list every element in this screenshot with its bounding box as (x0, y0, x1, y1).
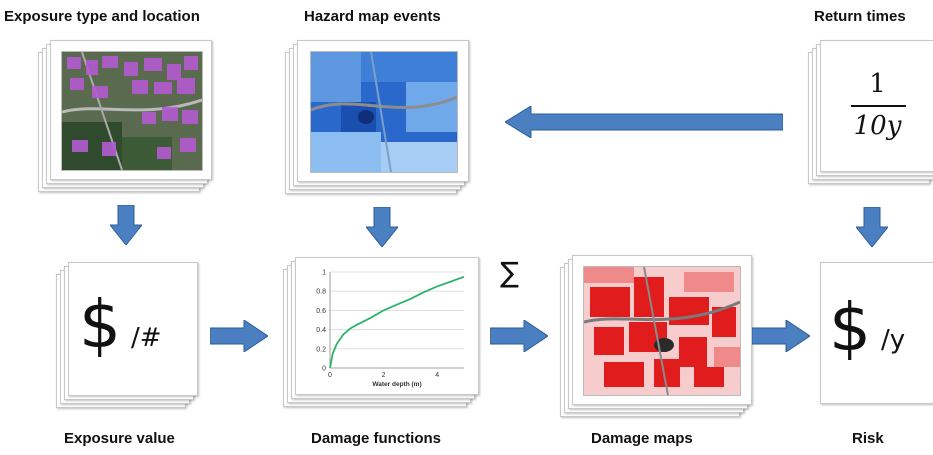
chart-y-tick-label: 0 (322, 366, 326, 373)
risk-dollar-symbol: $ (829, 289, 871, 366)
chart-y-tick-label: 1 (322, 270, 326, 277)
chart-y-tick-label: 0.8 (316, 289, 326, 296)
damage-maps-stack (560, 255, 752, 420)
fraction-bar (851, 105, 906, 107)
return-times-stack: 1 10y (808, 40, 933, 190)
sum-icon: ∑ (500, 256, 519, 289)
label-damage-functions: Damage functions (311, 430, 442, 447)
return-fraction-denominator: 10y (853, 111, 902, 141)
chart-y-tick-label: 0.2 (316, 346, 326, 353)
chart-x-tick-label: 4 (435, 372, 439, 379)
right-arrow-icon (210, 320, 268, 352)
hazard-flood-map (310, 51, 458, 173)
damage-map-image (583, 266, 741, 396)
exposure-map-stack (38, 40, 218, 200)
label-risk: Risk (852, 430, 884, 447)
down-arrow-icon (110, 205, 142, 245)
exposure-value-stack: $ /# (56, 262, 198, 412)
label-exposure-type: Exposure type and location (4, 8, 200, 25)
exposure-dollar-symbol: $ (79, 286, 121, 363)
label-hazard-events: Hazard map events (304, 8, 441, 25)
chart-series-line (329, 275, 465, 369)
risk-stack: $ /y (808, 262, 933, 412)
hazard-map-stack (285, 40, 475, 200)
right-arrow-icon (490, 320, 548, 352)
chart-y-tick-label: 0.6 (316, 308, 326, 315)
down-arrow-icon (366, 207, 398, 247)
chart-x-tick-label: 0 (328, 372, 332, 379)
label-return-times: Return times (814, 8, 906, 25)
left-arrow-icon (505, 106, 783, 138)
down-arrow-icon (856, 207, 888, 247)
return-fraction-numerator: 1 (869, 69, 886, 99)
chart-x-tick-label: 2 (382, 372, 386, 379)
risk-unit: /y (881, 325, 906, 355)
damage-functions-stack: 0 0.2 0.4 0.6 0.8 1 0 2 4 Water depth (m) (283, 257, 483, 417)
chart-x-axis-label: Water depth (m) (372, 381, 421, 388)
label-damage-maps: Damage maps (591, 430, 693, 447)
exposure-satellite-map (61, 51, 203, 171)
damage-function-chart: 0 0.2 0.4 0.6 0.8 1 0 2 4 Water depth (m) (316, 270, 465, 388)
right-arrow-icon (752, 320, 810, 352)
chart-y-tick-label: 0.4 (316, 327, 326, 334)
label-exposure-value: Exposure value (64, 430, 175, 447)
exposure-unit: /# (131, 323, 162, 353)
